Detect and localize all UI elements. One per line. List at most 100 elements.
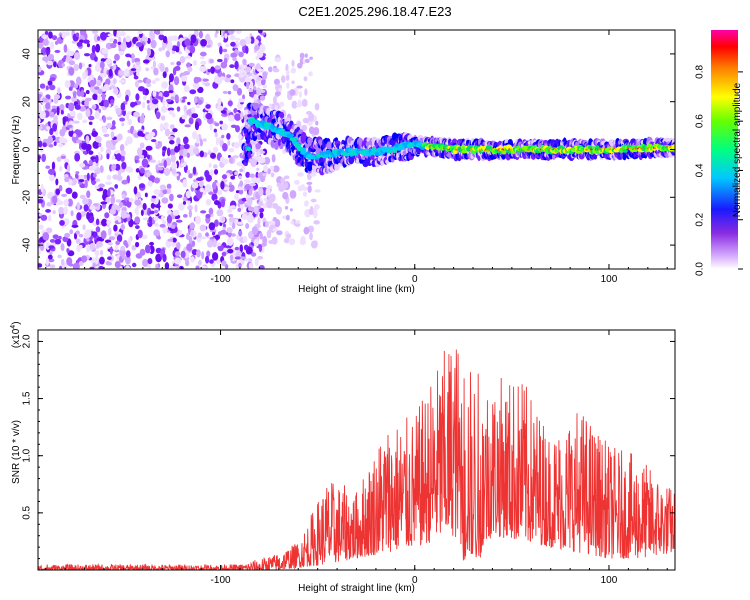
noise-blob bbox=[250, 158, 257, 168]
noise-blob bbox=[239, 203, 244, 210]
noise-blob bbox=[107, 256, 112, 261]
noise-blob bbox=[259, 157, 266, 164]
noise-blob bbox=[76, 76, 82, 86]
noise-blob bbox=[173, 76, 180, 86]
noise-blob bbox=[209, 58, 214, 64]
noise-blob bbox=[49, 264, 56, 269]
noise-blob bbox=[95, 154, 99, 164]
noise-blob bbox=[100, 72, 107, 78]
noise-blob bbox=[75, 171, 80, 175]
noise-blob bbox=[121, 193, 126, 200]
noise-blob bbox=[283, 175, 290, 180]
noise-blob bbox=[192, 147, 200, 155]
noise-blob bbox=[142, 217, 149, 221]
noise-blob bbox=[299, 52, 305, 59]
noise-blob bbox=[172, 209, 180, 216]
noise-blob bbox=[96, 241, 103, 248]
noise-blob bbox=[47, 80, 53, 86]
noise-blob bbox=[216, 58, 223, 63]
noise-blob bbox=[191, 131, 198, 140]
noise-blob bbox=[42, 232, 50, 241]
noise-blob bbox=[250, 140, 256, 146]
noise-blob bbox=[85, 108, 91, 118]
noise-blob bbox=[168, 73, 174, 82]
noise-blob bbox=[245, 46, 249, 54]
noise-blob bbox=[214, 65, 221, 70]
noise-blob bbox=[190, 34, 197, 44]
noise-blob bbox=[76, 41, 83, 47]
noise-blob bbox=[38, 66, 42, 73]
noise-blob bbox=[99, 61, 105, 69]
noise-blob bbox=[42, 142, 47, 148]
noise-blob bbox=[219, 120, 224, 125]
noise-blob bbox=[120, 245, 126, 251]
noise-blob bbox=[245, 171, 250, 178]
noise-blob bbox=[187, 204, 193, 211]
noise-blob bbox=[139, 142, 145, 149]
noise-blob bbox=[248, 62, 255, 67]
noise-blob bbox=[84, 53, 91, 57]
noise-blob bbox=[109, 246, 113, 255]
noise-blob bbox=[194, 121, 200, 131]
noise-blob bbox=[58, 206, 65, 215]
noise-blob bbox=[167, 238, 174, 242]
noise-blob bbox=[253, 238, 259, 247]
noise-blob bbox=[47, 135, 53, 145]
noise-blob bbox=[68, 60, 76, 66]
noise-blob bbox=[121, 161, 127, 170]
noise-blob bbox=[134, 80, 139, 88]
noise-blob bbox=[115, 30, 121, 39]
noise-blob bbox=[143, 95, 147, 101]
noise-blob bbox=[144, 244, 151, 254]
noise-blob bbox=[213, 200, 220, 206]
noise-blob bbox=[113, 30, 117, 37]
noise-blob bbox=[205, 213, 211, 219]
noise-blob bbox=[217, 42, 222, 47]
noise-blob bbox=[244, 179, 251, 184]
noise-blob bbox=[89, 204, 96, 211]
noise-blob bbox=[60, 243, 65, 252]
noise-blob bbox=[175, 46, 180, 53]
noise-blob bbox=[248, 188, 253, 196]
noise-blob bbox=[117, 175, 123, 181]
noise-blob bbox=[141, 112, 145, 120]
ridge-blob bbox=[270, 139, 275, 148]
noise-blob bbox=[153, 177, 161, 184]
noise-blob bbox=[221, 260, 227, 267]
noise-blob bbox=[185, 232, 190, 241]
noise-blob bbox=[105, 196, 111, 204]
noise-blob bbox=[155, 111, 161, 120]
noise-blob bbox=[125, 94, 129, 102]
noise-blob bbox=[97, 36, 101, 41]
noise-blob bbox=[198, 30, 203, 39]
noise-blob bbox=[191, 107, 196, 114]
noise-blob bbox=[69, 110, 76, 117]
noise-blob bbox=[169, 124, 175, 130]
noise-blob bbox=[57, 254, 62, 259]
noise-blob bbox=[139, 167, 145, 174]
noise-blob bbox=[189, 222, 196, 230]
y-multiplier-exponent: 4 bbox=[9, 324, 17, 329]
noise-blob bbox=[101, 93, 106, 101]
noise-blob bbox=[150, 197, 156, 203]
noise-blob bbox=[94, 110, 100, 119]
noise-blob bbox=[178, 149, 184, 156]
noise-blob bbox=[196, 177, 203, 182]
noise-blob bbox=[225, 43, 230, 48]
noise-blob bbox=[192, 166, 197, 175]
noise-blob bbox=[212, 181, 217, 190]
noise-blob bbox=[230, 52, 238, 58]
noise-blob bbox=[53, 61, 57, 68]
noise-blob bbox=[272, 227, 278, 232]
noise-blob bbox=[220, 229, 227, 235]
noise-blob bbox=[137, 229, 143, 239]
noise-blob bbox=[179, 229, 183, 236]
noise-blob bbox=[62, 117, 66, 126]
noise-blob bbox=[46, 46, 51, 51]
noise-blob bbox=[67, 198, 73, 207]
top-y-tick-label: -40 bbox=[22, 237, 33, 252]
noise-blob bbox=[107, 189, 111, 198]
noise-blob bbox=[238, 51, 244, 58]
noise-blob bbox=[221, 123, 228, 131]
noise-blob bbox=[105, 58, 113, 65]
